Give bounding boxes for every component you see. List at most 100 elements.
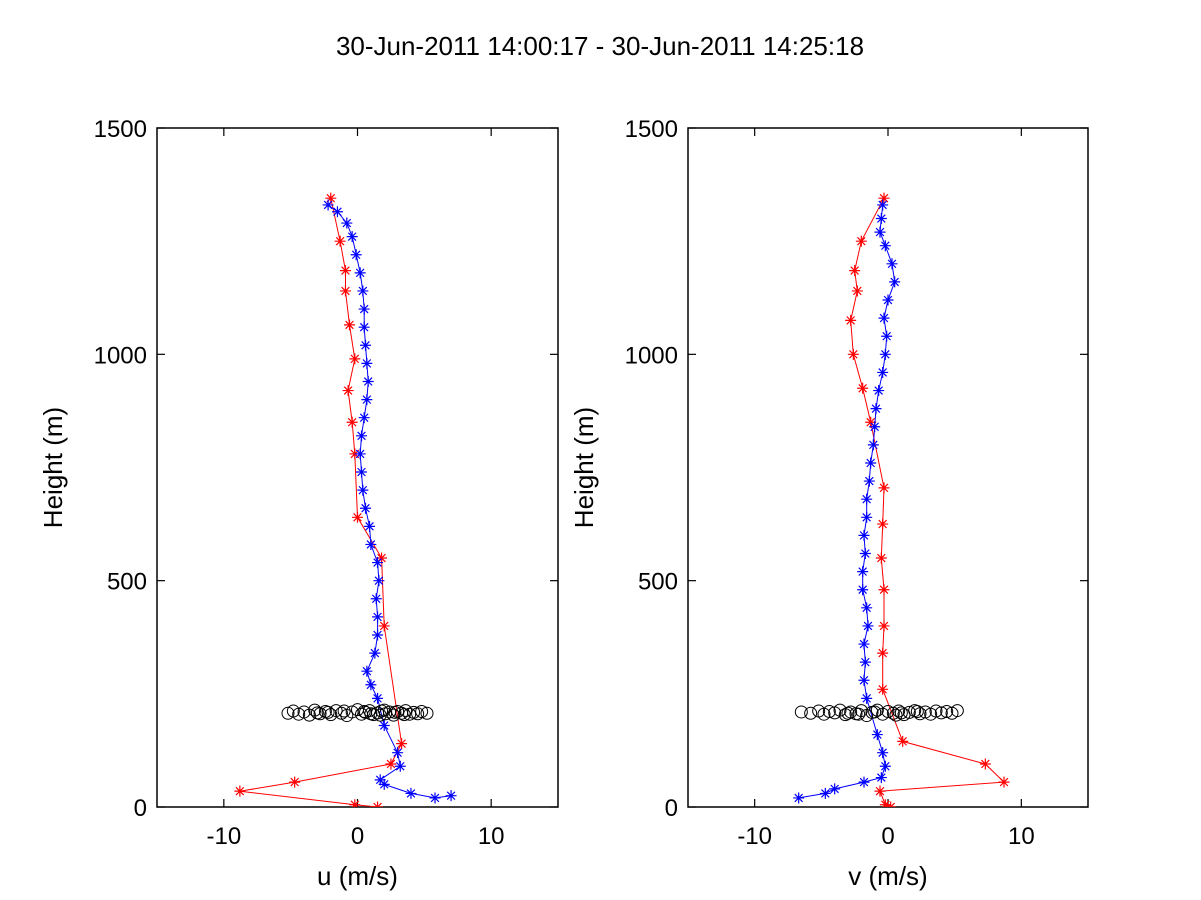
v-series-0-point xyxy=(878,584,890,596)
v-series-0-point xyxy=(847,348,859,360)
u-series-2-point xyxy=(373,708,387,722)
u-plot-area xyxy=(234,192,457,807)
u-series-1-point xyxy=(362,375,374,387)
u-series-0-point xyxy=(334,235,346,247)
u-xtick-label: -10 xyxy=(206,823,241,850)
u-series-0-point xyxy=(396,738,408,750)
v-series-0-point xyxy=(878,482,890,494)
u-x-axis-label: u (m/s) xyxy=(317,861,398,891)
u-series-0-point xyxy=(385,758,397,770)
u-series-0-point xyxy=(289,776,301,788)
v-series-1-point xyxy=(889,276,901,288)
v-series-1-point xyxy=(862,620,874,632)
v-series-2-point xyxy=(910,704,924,718)
u-series-1-point xyxy=(360,502,372,514)
v-series-2-point xyxy=(794,705,808,719)
v-series-1-point xyxy=(861,602,873,614)
v-series-1-point xyxy=(879,348,891,360)
v-wind-panel: -10 0 10 0 500 1000 1500 v (m/s) Height (m) xyxy=(569,116,1089,891)
u-series-1-point xyxy=(370,593,382,605)
v-series-1-point xyxy=(869,421,881,433)
u-series-2-point xyxy=(292,707,306,721)
u-series-2-point xyxy=(302,708,316,722)
u-series-1-point xyxy=(372,557,384,569)
u-series-1-point xyxy=(365,538,377,550)
v-series-0-point xyxy=(877,683,889,695)
v-ytick-label: 500 xyxy=(638,569,678,596)
v-series-2-point xyxy=(940,704,954,718)
u-series-1-point xyxy=(429,792,441,804)
v-xtick-label: -10 xyxy=(737,823,772,850)
v-series-0-point xyxy=(875,552,887,564)
u-series-1-point xyxy=(374,774,386,786)
v-series-0-point xyxy=(855,235,867,247)
v-series-1-point xyxy=(881,330,893,342)
u-series-1-point xyxy=(341,217,353,229)
u-series-2-point xyxy=(334,706,348,720)
v-series-0-point xyxy=(878,192,890,204)
v-series-0-point xyxy=(877,518,889,530)
u-series-1-point xyxy=(364,520,376,532)
v-series-1-point xyxy=(877,747,889,759)
v-series-0-point xyxy=(851,285,863,297)
u-series-0-point xyxy=(352,511,363,523)
v-series-0-point xyxy=(874,785,886,797)
u-ytick-label: 1000 xyxy=(94,342,147,369)
u-series-1-point xyxy=(358,303,370,315)
u-series-1 xyxy=(322,199,457,804)
u-series-1-point xyxy=(372,611,384,623)
v-series-1-point xyxy=(877,199,889,211)
v-series-2-point xyxy=(902,705,916,719)
u-series-2-point xyxy=(411,707,425,721)
u-series-2-point xyxy=(397,708,411,722)
u-series-2-point xyxy=(420,706,434,720)
v-series-2-point xyxy=(852,707,866,721)
v-series-0-point xyxy=(879,799,891,807)
v-series-1-point xyxy=(861,511,873,523)
u-series-0-point xyxy=(343,319,355,331)
u-series-1-point xyxy=(331,206,343,218)
v-series-1-point xyxy=(861,493,873,505)
v-xtick-label: 0 xyxy=(881,823,894,850)
u-series-1-point xyxy=(354,448,366,460)
v-series-1-point xyxy=(858,529,870,541)
v-series-1-point xyxy=(878,312,890,324)
u-series-1-point xyxy=(357,484,369,496)
v-series-2-point xyxy=(894,706,908,720)
u-series-1-point xyxy=(365,679,377,691)
v-series-2-point xyxy=(822,704,836,718)
u-series-2 xyxy=(281,703,434,723)
v-series-1-point xyxy=(875,213,887,225)
v-xtick-label: 10 xyxy=(1008,823,1035,850)
u-series-1-point xyxy=(369,647,381,659)
v-series-1-point xyxy=(858,776,870,788)
v-series-1-point xyxy=(882,294,894,306)
v-series-2-point xyxy=(950,704,964,718)
u-series-1-point xyxy=(346,231,358,243)
u-series-1-point xyxy=(356,466,368,478)
v-series-0-point xyxy=(979,758,991,770)
u-wind-panel: -10 0 10 0 500 1000 1500 u (m/s) Height (m) xyxy=(38,116,559,891)
v-x-axis-label: v (m/s) xyxy=(848,861,927,891)
figure-title: 30-Jun-2011 14:00:17 - 30-Jun-2011 14:25… xyxy=(336,31,864,61)
v-series-0-point xyxy=(998,776,1010,788)
v-series-1-point xyxy=(858,638,870,650)
v-series-1-point xyxy=(863,475,875,487)
v-series-2-point xyxy=(844,705,858,719)
v-ytick-label: 1000 xyxy=(625,342,678,369)
v-series-2-point xyxy=(881,704,895,718)
u-series-1-point xyxy=(373,575,385,587)
u-xtick-label: 10 xyxy=(478,823,505,850)
v-series-2-point xyxy=(886,706,900,720)
v-series-2-point xyxy=(868,705,882,719)
v-series-1-point xyxy=(859,548,871,560)
u-series-2-point xyxy=(357,704,371,718)
u-series-1-point xyxy=(361,357,373,369)
v-series-1-point xyxy=(861,692,873,704)
u-ytick-label: 1500 xyxy=(94,116,147,143)
v-series-0-point xyxy=(878,620,890,632)
u-series-1-point xyxy=(358,321,370,333)
v-ytick-label: 1500 xyxy=(625,116,678,143)
